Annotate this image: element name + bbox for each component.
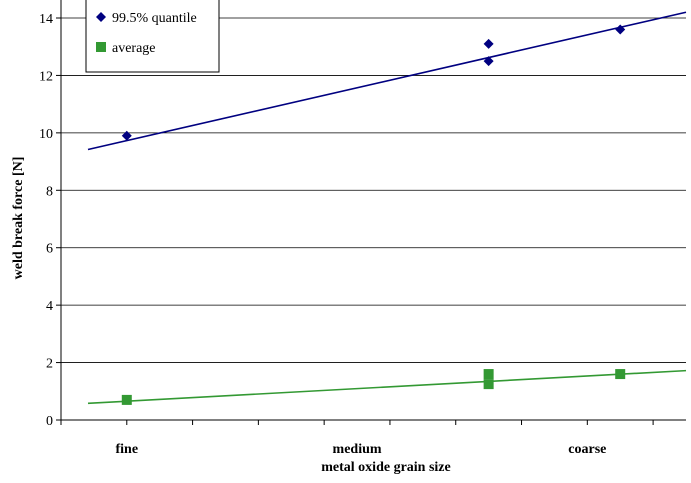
y-tick-label: 10 — [39, 127, 53, 142]
y-tick-label: 14 — [39, 12, 53, 27]
data-point — [615, 24, 626, 35]
legend-label: 99.5% quantile — [112, 11, 197, 26]
x-category-label: fine — [116, 442, 139, 457]
x-axis-title: metal oxide grain size — [321, 460, 450, 475]
y-tick-label: 0 — [46, 414, 53, 429]
y-tick-labels: 0 2 4 6 8 10 12 14 — [39, 12, 61, 429]
x-category-label: medium — [333, 442, 382, 457]
y-axis-title: weld break force [N] — [11, 157, 26, 280]
data-point — [483, 369, 494, 380]
data-point — [483, 38, 494, 49]
legend-marker — [96, 42, 106, 52]
data-point — [121, 394, 132, 405]
legend-marker — [96, 12, 106, 22]
legend-label: average — [112, 41, 156, 56]
x-tick-marks — [60, 420, 654, 425]
legend: 99.5% quantile average — [85, 0, 220, 73]
legend-box — [85, 0, 220, 73]
x-category-labels: fine medium coarse — [116, 442, 607, 457]
data-point — [615, 369, 626, 380]
y-tick-label: 2 — [46, 357, 53, 372]
data-point — [121, 130, 132, 141]
data-point — [483, 56, 494, 67]
data-points — [121, 24, 626, 405]
trendline — [87, 369, 687, 405]
trendline — [87, 11, 687, 151]
y-tick-label: 4 — [46, 299, 53, 314]
y-tick-label: 6 — [46, 242, 53, 257]
y-tick-label: 8 — [46, 184, 53, 199]
x-category-label: coarse — [568, 442, 606, 457]
y-tick-label: 12 — [39, 69, 53, 84]
data-point — [483, 379, 494, 390]
trendlines — [87, 11, 687, 405]
